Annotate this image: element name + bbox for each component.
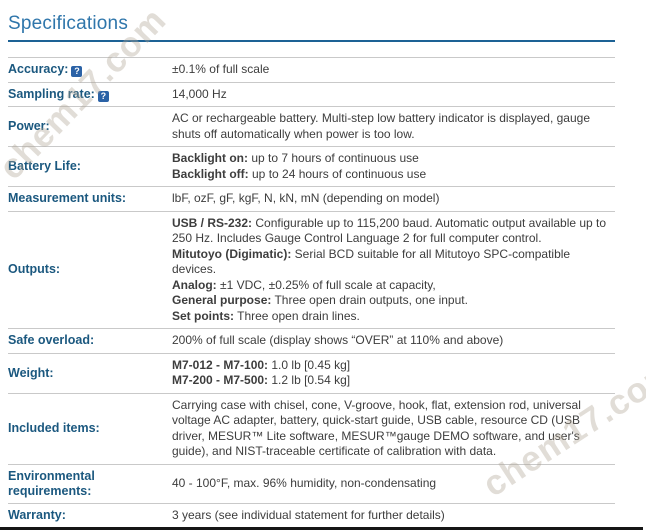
value-line: 40 - 100°F, max. 96% humidity, non-conde… xyxy=(172,475,437,490)
row-label: Accuracy: xyxy=(8,62,69,77)
row-label-cell: Safe overload: xyxy=(8,333,172,348)
value-line: M7-200 - M7-500: 1.2 lb [0.54 kg] xyxy=(172,373,351,387)
row-label-cell: Accuracy:? xyxy=(8,62,172,78)
table-row: Warranty: 3 years (see individual statem… xyxy=(8,504,615,528)
value-line: Backlight on: up to 7 hours of continuou… xyxy=(172,151,419,165)
row-label: Environmental requirements: xyxy=(8,468,95,498)
row-label-cell: Environmental requirements: xyxy=(8,469,172,499)
help-icon[interactable]: ? xyxy=(71,66,83,78)
table-row: Safe overload: 200% of full scale (displ… xyxy=(8,329,615,354)
row-value: ±0.1% of full scale xyxy=(172,62,615,78)
row-value: Backlight on: up to 7 hours of continuou… xyxy=(172,151,615,182)
table-row: Included items: Carrying case with chise… xyxy=(8,394,615,465)
row-value: AC or rechargeable battery. Multi-step l… xyxy=(172,111,615,142)
row-label-cell: Battery Life: xyxy=(8,159,172,174)
row-label: Measurement units: xyxy=(8,191,127,206)
title-rule xyxy=(8,40,615,42)
row-label-cell: Warranty: xyxy=(8,508,172,523)
value-line: Set points: Three open drain lines. xyxy=(172,308,360,323)
value-line: lbF, ozF, gF, kgF, N, kN, mN (depending … xyxy=(172,191,440,205)
value-line: 200% of full scale (display shows “OVER”… xyxy=(172,333,504,347)
row-label: Outputs: xyxy=(8,262,61,277)
row-label-cell: Included items: xyxy=(8,421,172,436)
spec-table: Accuracy:? ±0.1% of full scale Sampling … xyxy=(8,57,615,527)
row-label: Sampling rate: xyxy=(8,86,95,101)
row-label: Battery Life: xyxy=(8,159,81,173)
row-label-cell: Power: xyxy=(8,119,172,134)
value-line: USB / RS-232: Configurable up to 115,200… xyxy=(172,215,607,246)
value-line: ±0.1% of full scale xyxy=(172,62,270,76)
table-row: Accuracy:? ±0.1% of full scale xyxy=(8,58,615,83)
page-title: Specifications xyxy=(8,13,129,34)
table-row: Power: AC or rechargeable battery. Multi… xyxy=(8,107,615,147)
table-row: Sampling rate:? 14,000 Hz xyxy=(8,83,615,107)
row-value: M7-012 - M7-100: 1.0 lb [0.45 kg] M7-200 … xyxy=(172,358,615,389)
table-row: Environmental requirements: 40 - 100°F, … xyxy=(8,465,615,504)
table-row: Measurement units: lbF, ozF, gF, kgF, N,… xyxy=(8,187,615,212)
value-line: M7-012 - M7-100: 1.0 lb [0.45 kg] xyxy=(172,357,351,372)
row-label-cell: Sampling rate:? xyxy=(8,87,172,102)
value-line: AC or rechargeable battery. Multi-step l… xyxy=(172,111,590,141)
value-line: 3 years (see individual statement for fu… xyxy=(172,507,445,522)
table-row: Outputs: USB / RS-232: Configurable up t… xyxy=(8,212,615,329)
row-label: Power: xyxy=(8,119,50,133)
table-row: Battery Life: Backlight on: up to 7 hour… xyxy=(8,147,615,187)
row-label-cell: Outputs: xyxy=(8,262,172,277)
row-value: USB / RS-232: Configurable up to 115,200… xyxy=(172,216,615,325)
value-line: 14,000 Hz xyxy=(172,86,227,101)
row-label-cell: Measurement units: xyxy=(8,191,172,206)
row-label-cell: Weight: xyxy=(8,366,172,381)
help-icon[interactable]: ? xyxy=(97,90,109,102)
row-value: 14,000 Hz xyxy=(172,87,615,103)
row-label: Safe overload: xyxy=(8,333,95,348)
row-label: Weight: xyxy=(8,365,54,380)
value-line: General purpose: Three open drain output… xyxy=(172,293,468,307)
table-row: Weight: M7-012 - M7-100: 1.0 lb [0.45 kg… xyxy=(8,354,615,394)
row-label: Warranty: xyxy=(8,507,66,522)
value-line: Analog: ±1 VDC, ±0.25% of full scale at … xyxy=(172,277,436,292)
value-line: Mitutoyo (Digimatic): Serial BCD suitabl… xyxy=(172,246,571,277)
row-label: Included items: xyxy=(8,421,100,435)
value-line: Backlight off: up to 24 hours of continu… xyxy=(172,166,427,181)
row-value: 3 years (see individual statement for fu… xyxy=(172,508,615,524)
row-value: lbF, ozF, gF, kgF, N, kN, mN (depending … xyxy=(172,191,615,207)
row-value: 200% of full scale (display shows “OVER”… xyxy=(172,333,615,349)
value-line: Carrying case with chisel, cone, V-groov… xyxy=(172,397,581,459)
row-value: 40 - 100°F, max. 96% humidity, non-conde… xyxy=(172,476,615,492)
row-value: Carrying case with chisel, cone, V-groov… xyxy=(172,398,615,460)
